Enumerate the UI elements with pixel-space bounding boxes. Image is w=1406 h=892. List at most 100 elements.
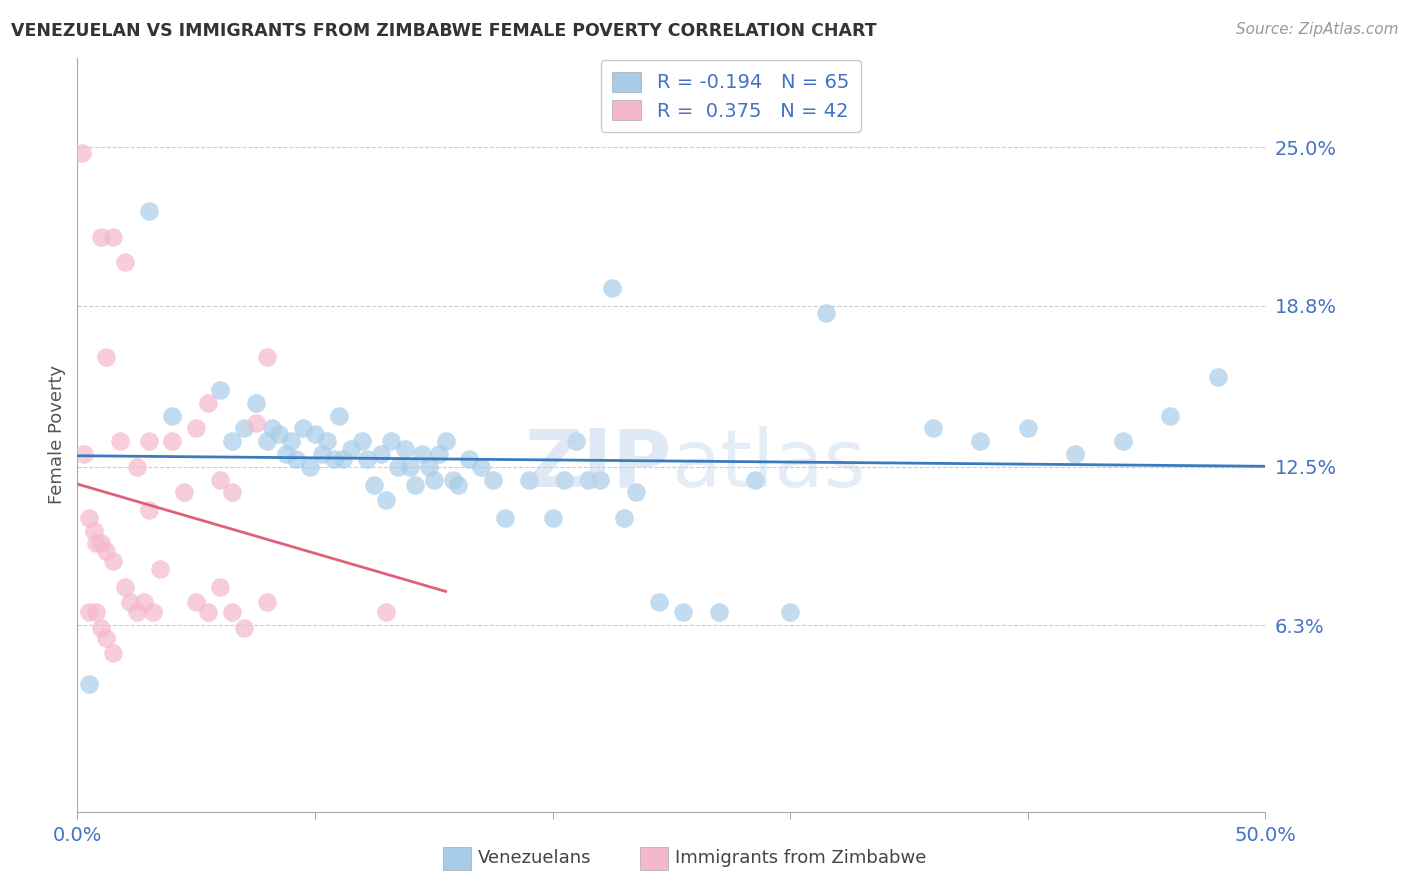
- Point: [221, 606, 243, 620]
- Legend: R = -0.194   N = 65, R =  0.375   N = 42: R = -0.194 N = 65, R = 0.375 N = 42: [600, 60, 860, 132]
- Point: [434, 434, 457, 449]
- Point: [576, 473, 599, 487]
- Point: [186, 421, 208, 435]
- Point: [411, 447, 433, 461]
- Point: [814, 306, 837, 320]
- Point: [648, 595, 671, 609]
- Point: [256, 350, 278, 364]
- Point: [77, 677, 100, 691]
- Point: [418, 459, 440, 474]
- Point: [380, 434, 402, 449]
- Y-axis label: Female Poverty: Female Poverty: [48, 366, 66, 504]
- Point: [118, 595, 141, 609]
- Point: [458, 452, 481, 467]
- Point: [744, 473, 766, 487]
- Point: [149, 562, 172, 576]
- Point: [1112, 434, 1135, 449]
- Point: [315, 434, 337, 449]
- Point: [276, 447, 298, 461]
- Point: [208, 383, 231, 397]
- Point: [94, 631, 117, 645]
- Point: [339, 442, 361, 456]
- Point: [969, 434, 991, 449]
- Point: [328, 409, 350, 423]
- Point: [292, 421, 315, 435]
- Text: Venezuelans: Venezuelans: [478, 849, 592, 867]
- Point: [86, 606, 108, 620]
- Point: [375, 606, 398, 620]
- Point: [356, 452, 378, 467]
- Point: [197, 396, 219, 410]
- Point: [173, 485, 195, 500]
- Point: [541, 511, 564, 525]
- Point: [427, 447, 450, 461]
- Point: [375, 493, 398, 508]
- Point: [256, 434, 278, 449]
- Point: [108, 434, 131, 449]
- Point: [494, 511, 516, 525]
- Point: [138, 434, 160, 449]
- Point: [70, 145, 93, 160]
- Point: [125, 459, 148, 474]
- Point: [600, 281, 623, 295]
- Point: [221, 434, 243, 449]
- Point: [299, 459, 322, 474]
- Point: [142, 606, 165, 620]
- Point: [280, 434, 302, 449]
- Point: [208, 473, 231, 487]
- Point: [323, 452, 346, 467]
- Point: [589, 473, 612, 487]
- Point: [162, 409, 184, 423]
- Point: [245, 396, 267, 410]
- Point: [232, 421, 254, 435]
- Point: [94, 544, 117, 558]
- Point: [101, 554, 124, 568]
- Point: [138, 503, 160, 517]
- Point: [1017, 421, 1039, 435]
- Point: [624, 485, 647, 500]
- Point: [565, 434, 588, 449]
- Point: [101, 646, 124, 660]
- Point: [470, 459, 492, 474]
- Text: Source: ZipAtlas.com: Source: ZipAtlas.com: [1236, 22, 1399, 37]
- Point: [73, 447, 96, 461]
- Point: [138, 204, 160, 219]
- Point: [387, 459, 409, 474]
- Point: [707, 606, 730, 620]
- Point: [86, 536, 108, 550]
- Point: [672, 606, 695, 620]
- Point: [304, 426, 326, 441]
- Point: [256, 595, 278, 609]
- Point: [779, 606, 801, 620]
- Point: [77, 606, 100, 620]
- Point: [332, 452, 354, 467]
- Point: [446, 477, 468, 491]
- Point: [553, 473, 575, 487]
- Point: [186, 595, 208, 609]
- Point: [245, 417, 267, 431]
- Point: [1206, 370, 1229, 384]
- Point: [132, 595, 155, 609]
- Point: [208, 580, 231, 594]
- Point: [404, 477, 426, 491]
- Point: [90, 621, 112, 635]
- Point: [262, 421, 284, 435]
- Point: [125, 606, 148, 620]
- Point: [114, 580, 136, 594]
- Point: [221, 485, 243, 500]
- Text: Immigrants from Zimbabwe: Immigrants from Zimbabwe: [675, 849, 927, 867]
- Point: [284, 452, 307, 467]
- Point: [232, 621, 254, 635]
- Point: [83, 524, 105, 538]
- Point: [1159, 409, 1181, 423]
- Point: [90, 230, 112, 244]
- Point: [482, 473, 505, 487]
- Point: [399, 459, 422, 474]
- Point: [394, 442, 416, 456]
- Text: VENEZUELAN VS IMMIGRANTS FROM ZIMBABWE FEMALE POVERTY CORRELATION CHART: VENEZUELAN VS IMMIGRANTS FROM ZIMBABWE F…: [11, 22, 877, 40]
- Text: ZIP: ZIP: [524, 426, 672, 504]
- Point: [101, 230, 124, 244]
- Text: atlas: atlas: [672, 426, 866, 504]
- Point: [197, 606, 219, 620]
- Point: [370, 447, 392, 461]
